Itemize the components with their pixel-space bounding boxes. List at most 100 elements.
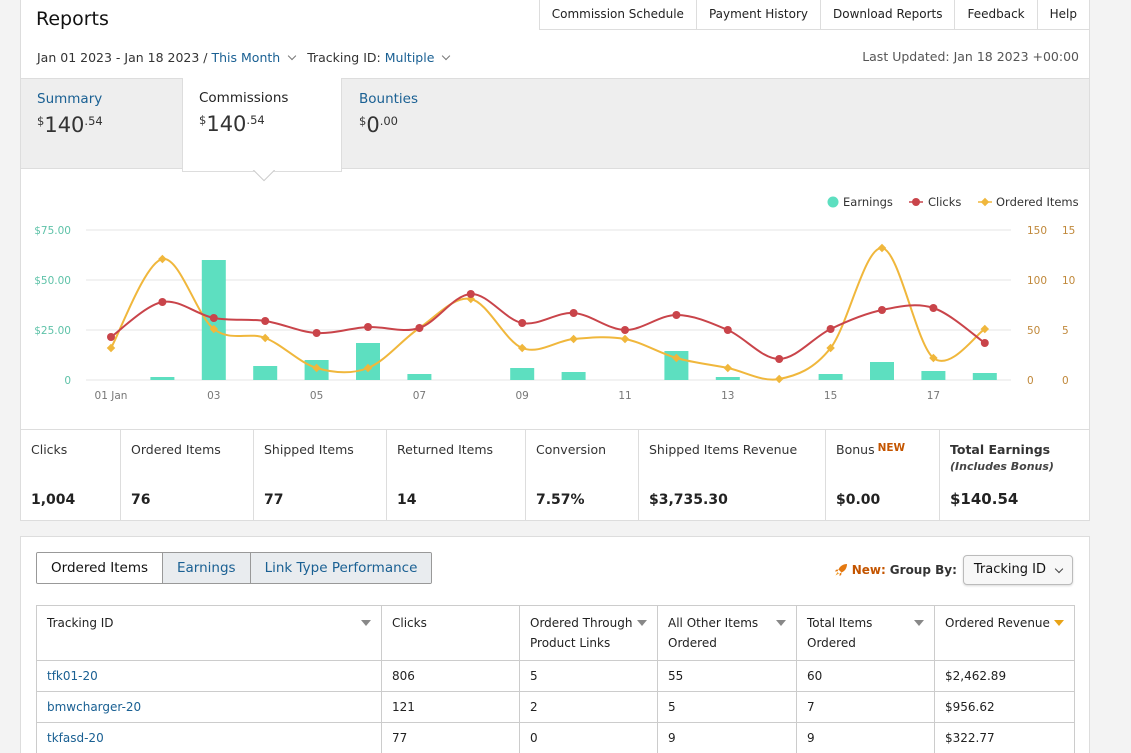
- amount-cents: .54: [246, 113, 265, 127]
- tracking-id-link[interactable]: tkfasd-20: [47, 731, 104, 745]
- clicks-point: [723, 326, 732, 334]
- clicks-point: [621, 326, 629, 334]
- tab-ordered-items[interactable]: Ordered Items: [37, 553, 162, 583]
- ordered-items-point: [312, 363, 321, 373]
- nav-payment-history[interactable]: Payment History: [695, 0, 820, 30]
- date-preset-dropdown[interactable]: This Month: [211, 50, 281, 65]
- nav-download-reports[interactable]: Download Reports: [819, 0, 955, 30]
- clicks-point: [826, 325, 835, 333]
- table-cell: 5: [657, 691, 797, 723]
- tab-label: Commissions: [199, 90, 289, 106]
- column-header-ordered-through-links[interactable]: Ordered Through Product Links: [519, 605, 658, 661]
- date-range: Jan 01 2023 - Jan 18 2023 /: [37, 50, 208, 65]
- table-cell: 5: [519, 660, 658, 692]
- y-left-tick-label: $25.00: [34, 325, 71, 337]
- column-header-all-other-items[interactable]: All Other Items Ordered: [657, 605, 797, 661]
- metric-total-earnings: Total Earnings (Includes Bonus) $140.54: [940, 430, 1089, 520]
- group-by-value: Tracking ID: [973, 562, 1046, 577]
- metric-label: Shipped Items: [264, 442, 354, 457]
- header-label: Ordered Revenue: [945, 616, 1050, 630]
- column-header-ordered-revenue[interactable]: Ordered Revenue: [934, 605, 1075, 661]
- header-label: Ordered Through Product Links: [530, 616, 633, 650]
- ordered-items-point: [877, 243, 887, 253]
- earnings-bar: [150, 377, 175, 380]
- ordered-items-point: [774, 374, 784, 384]
- table-cell: 60: [796, 660, 935, 692]
- x-tick-label: 09: [516, 390, 529, 402]
- column-header-total-items[interactable]: Total Items Ordered: [796, 605, 935, 661]
- tab-earnings[interactable]: Earnings: [162, 553, 250, 583]
- sort-arrow-icon[interactable]: [637, 620, 647, 626]
- cell-tracking-id: tkfasd-20: [36, 722, 382, 753]
- metric-value: 77: [264, 492, 284, 508]
- nav-help[interactable]: Help: [1036, 0, 1089, 30]
- group-by-select[interactable]: Tracking ID: [962, 555, 1073, 585]
- tab-commissions[interactable]: Commissions $140.54: [182, 78, 342, 172]
- x-tick-label: 01 Jan: [95, 390, 128, 402]
- metric-label: Returned Items: [397, 442, 494, 457]
- ordered-items-line: [110, 246, 986, 381]
- clicks-point: [364, 323, 372, 331]
- metric-value: 1,004: [31, 492, 76, 508]
- nav-feedback[interactable]: Feedback: [954, 0, 1037, 30]
- clicks-point: [107, 333, 115, 341]
- header-label: Tracking ID: [47, 616, 114, 630]
- y-left-tick-label: $50.00: [34, 275, 71, 287]
- y-clicks-tick-label: 150: [1027, 225, 1047, 237]
- amount-whole: 140: [206, 112, 247, 136]
- sort-arrow-icon[interactable]: [1054, 620, 1064, 626]
- ordered-items-point: [569, 334, 578, 344]
- x-tick-label: 13: [721, 390, 734, 402]
- ordered-items-table: Tracking ID Clicks Ordered Through Produ…: [36, 605, 1075, 753]
- metric-label: Total Earnings: [950, 442, 1051, 457]
- y-left-tick-label: 0: [64, 375, 71, 387]
- metric-shipped-revenue: Shipped Items Revenue $3,735.30: [639, 430, 826, 520]
- metric-conversion: Conversion 7.57%: [526, 430, 639, 520]
- legend-earnings-marker: [827, 196, 839, 208]
- y-clicks-tick-label: 50: [1027, 325, 1040, 337]
- group-by-label: Group By:: [889, 563, 957, 577]
- clicks-point: [569, 309, 578, 317]
- x-tick-label: 07: [413, 390, 426, 402]
- cell-tracking-id: tfk01-20: [36, 660, 382, 692]
- metric-value: 14: [397, 492, 417, 508]
- table-cell: 121: [381, 691, 520, 723]
- column-header-tracking-id[interactable]: Tracking ID: [36, 605, 382, 661]
- earnings-bar: [870, 362, 894, 380]
- legend-earnings-label: Earnings: [843, 195, 893, 209]
- filters-bar: Jan 01 2023 - Jan 18 2023 / This Month T…: [37, 50, 457, 65]
- rocket-icon: [834, 564, 847, 576]
- sort-arrow-icon[interactable]: [776, 620, 786, 626]
- tab-bounties[interactable]: Bounties $0.00: [343, 79, 503, 169]
- nav-commission-schedule[interactable]: Commission Schedule: [538, 0, 696, 30]
- ordered-items-point: [826, 343, 835, 353]
- tab-link-type-performance[interactable]: Link Type Performance: [249, 553, 432, 583]
- legend-clicks-marker: [912, 198, 920, 206]
- tab-label: Summary: [37, 91, 103, 107]
- clicks-point: [929, 304, 938, 312]
- ordered-items-point: [209, 324, 219, 334]
- x-tick-label: 17: [927, 390, 940, 402]
- y-ordered-tick-label: 5: [1062, 325, 1069, 337]
- earnings-bar: [561, 372, 586, 380]
- metric-value: $140.54: [950, 490, 1019, 508]
- clicks-point: [466, 290, 475, 298]
- tracking-id-link[interactable]: tfk01-20: [47, 669, 98, 683]
- tracking-id-dropdown[interactable]: Multiple: [384, 50, 435, 65]
- metric-sublabel: (Includes Bonus): [950, 460, 1054, 473]
- chevron-down-icon[interactable]: [442, 51, 451, 61]
- table-cell: 7: [796, 691, 935, 723]
- reports-panel: Reports Commission Schedule Payment Hist…: [20, 0, 1090, 521]
- table-cell: $956.62: [934, 691, 1075, 723]
- x-tick-label: 15: [824, 390, 837, 402]
- metric-value: $3,735.30: [649, 492, 728, 508]
- tab-amount: $140.54: [37, 113, 167, 137]
- tracking-id-link[interactable]: bmwcharger-20: [47, 700, 142, 714]
- sort-arrow-icon[interactable]: [361, 620, 371, 626]
- sort-arrow-icon[interactable]: [914, 620, 924, 626]
- tab-summary[interactable]: Summary $140.54: [21, 79, 183, 169]
- chevron-down-icon[interactable]: [287, 51, 297, 61]
- metric-label: Conversion: [536, 442, 607, 457]
- ordered-items-point: [980, 324, 990, 334]
- clicks-point: [415, 324, 424, 332]
